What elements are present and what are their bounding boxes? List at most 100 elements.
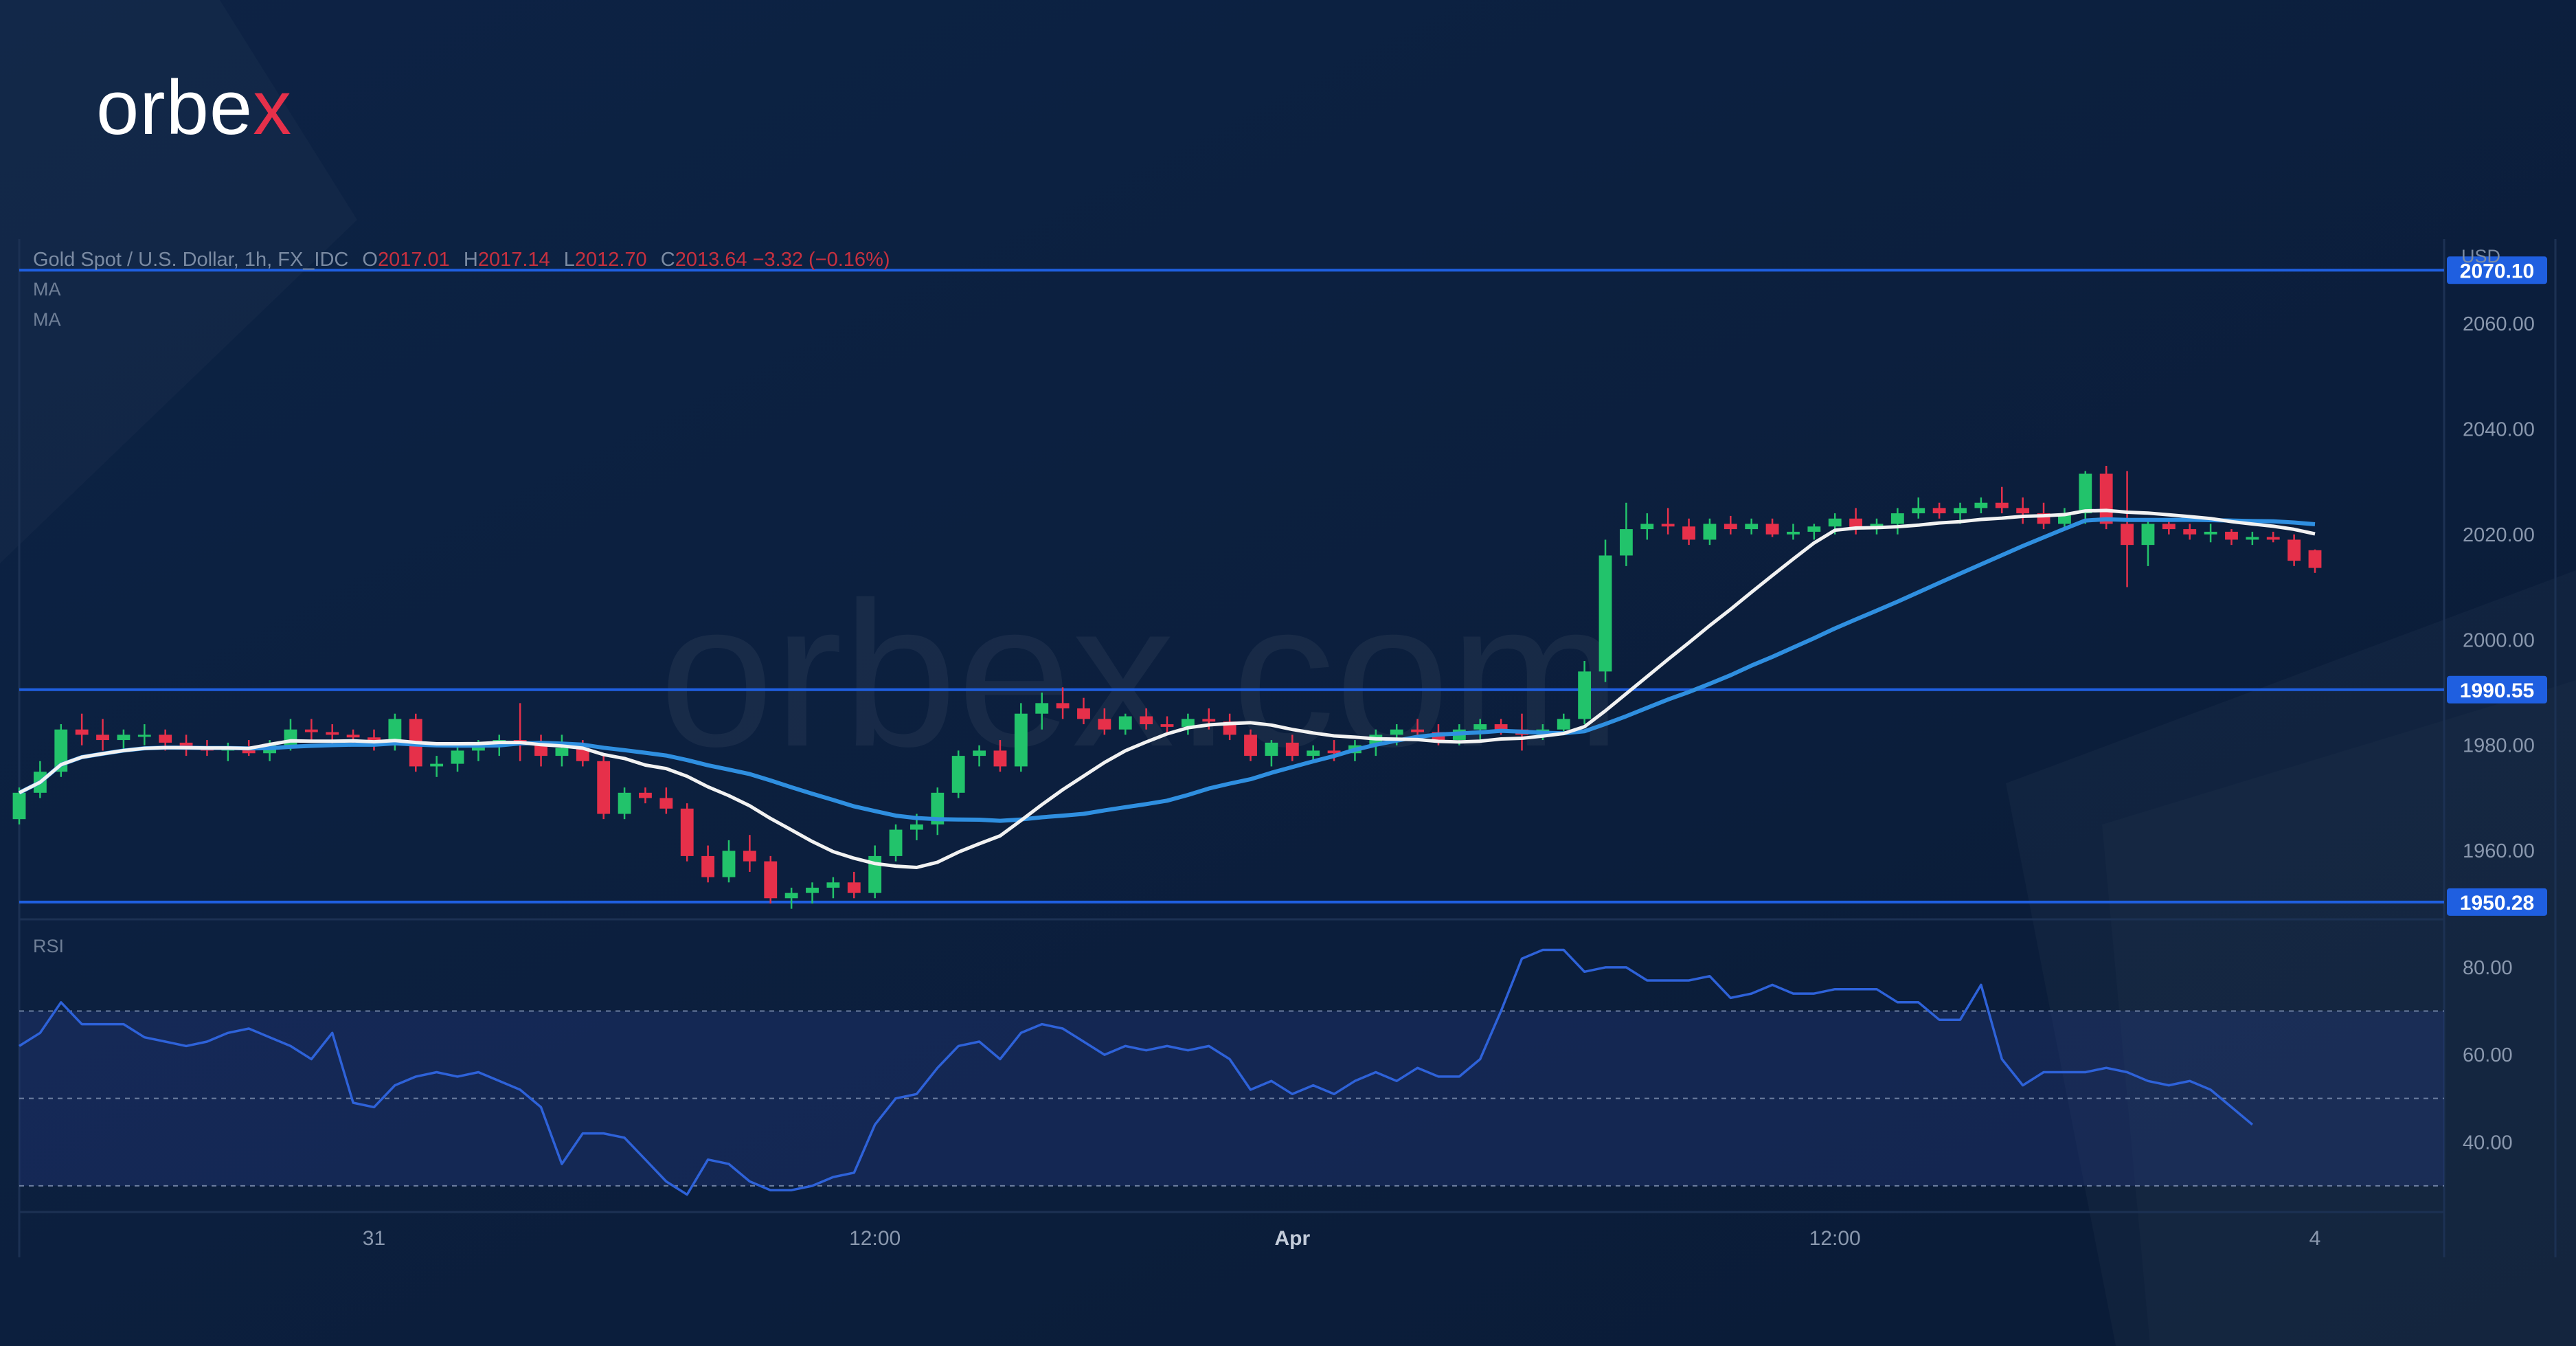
candle-body	[1765, 524, 1779, 535]
ma-fast-label: MA	[33, 279, 61, 300]
candle-body	[1118, 716, 1132, 730]
candle-body	[2225, 531, 2238, 540]
candle-body	[722, 851, 736, 877]
candle-body	[346, 734, 360, 738]
candle-body	[304, 729, 318, 732]
candle-body	[1077, 708, 1090, 719]
candle-body	[54, 729, 68, 772]
time-tick-label: 31	[363, 1227, 385, 1250]
candle-body	[1557, 719, 1570, 730]
candle-body	[1160, 724, 1174, 727]
candle-body	[1098, 719, 1111, 730]
candles	[12, 466, 2322, 909]
candle-body	[96, 734, 109, 741]
candle-body	[2099, 473, 2113, 524]
candle-body	[1578, 671, 1592, 719]
candle-body	[1932, 508, 1946, 514]
open-value: 2017.01	[377, 249, 450, 271]
candle-body	[1974, 502, 1988, 508]
rsi-tick-label: 40.00	[2463, 1132, 2513, 1154]
price-level-label: 1950.28	[2460, 892, 2534, 915]
candle-body	[1244, 734, 1257, 756]
candle-body	[2016, 508, 2030, 514]
candle-body	[2162, 524, 2176, 530]
candle-body	[1787, 531, 1800, 535]
time-tick-label: Apr	[1274, 1227, 1310, 1250]
price-tick-label: 2040.00	[2463, 418, 2535, 440]
candle-body	[2266, 537, 2280, 540]
candle-body	[1411, 729, 1425, 732]
candle-body	[806, 887, 819, 893]
candle-body	[701, 855, 715, 877]
candle-body	[576, 748, 589, 761]
candle-body	[137, 734, 151, 737]
time-tick-label: 4	[2309, 1227, 2321, 1250]
moving-averages	[18, 508, 2316, 869]
close-label: C	[660, 249, 675, 271]
price-tick-label: 2020.00	[2463, 524, 2535, 546]
rsi-tick-label: 80.00	[2463, 957, 2513, 979]
candle-body	[639, 792, 652, 798]
price-tick-label: 2000.00	[2463, 629, 2535, 651]
candle-body	[889, 829, 903, 856]
price-levels	[19, 269, 2444, 904]
price-tick-label: 2060.00	[2463, 313, 2535, 335]
candle-body	[2183, 529, 2197, 535]
low-value: 2012.70	[574, 249, 647, 271]
rsi-tick-label: 60.00	[2463, 1044, 2513, 1066]
candle-body	[1995, 502, 2009, 508]
low-label: L	[563, 249, 575, 271]
candle-body	[388, 719, 402, 745]
open-label: O	[362, 249, 378, 271]
candle-body	[1807, 526, 1821, 532]
candle-body	[159, 734, 172, 743]
candle-body	[1703, 524, 1717, 540]
ma-slow-line	[18, 517, 2316, 823]
rsi-line	[19, 948, 2254, 1196]
candle-body	[659, 798, 673, 809]
logo-x-mark: x	[253, 65, 293, 150]
candle-body	[555, 748, 569, 756]
candle-body	[1056, 703, 1070, 709]
candle-body	[2079, 473, 2092, 514]
symbol-name: Gold Spot / U.S. Dollar, 1h, FX_IDC	[33, 249, 349, 271]
candle-body	[1954, 508, 1967, 514]
candle-body	[1890, 513, 1904, 524]
candle-body	[1202, 719, 1216, 722]
candle-body	[1724, 524, 1737, 530]
candle-body	[242, 748, 256, 754]
candle-body	[1265, 742, 1278, 756]
candle-body	[2141, 524, 2155, 546]
candle-body	[75, 729, 89, 735]
price-level-tag	[2447, 256, 2547, 284]
candle-body	[1682, 526, 1695, 540]
candle-body	[973, 750, 986, 756]
candle-body	[597, 761, 611, 814]
candle-body	[2246, 537, 2259, 540]
candle-body	[534, 745, 547, 756]
candle-body	[2287, 539, 2301, 561]
symbol-legend: Gold Spot / U.S. Dollar, 1h, FX_IDC O201…	[33, 249, 890, 271]
candle-body	[1661, 524, 1675, 527]
candle-body	[12, 792, 26, 820]
price-tick-label: 1980.00	[2463, 735, 2535, 757]
price-axis: 2060.00 2040.00 2020.00 2000.00 1980.00 1960.…	[2447, 256, 2547, 916]
chart-frame	[18, 239, 2557, 1257]
candle-body	[2204, 531, 2217, 535]
logo-main-text: orbe	[96, 65, 253, 150]
change-value: −3.32 (−0.16%)	[752, 249, 890, 271]
candle-body	[1014, 713, 1028, 767]
candle-body	[1285, 742, 1299, 756]
candle-body	[1327, 750, 1341, 754]
candle-body	[1745, 524, 1759, 530]
candle-body	[1473, 724, 1487, 730]
candle-body	[430, 763, 444, 767]
candle-body	[1307, 750, 1320, 756]
candle-body	[784, 893, 798, 899]
candle-body	[471, 745, 485, 751]
candle-body	[847, 882, 861, 893]
price-tick-label: 1960.00	[2463, 840, 2535, 862]
close-value: 2013.64	[675, 249, 747, 271]
high-value: 2017.14	[477, 249, 550, 271]
candle-body	[1494, 724, 1508, 730]
